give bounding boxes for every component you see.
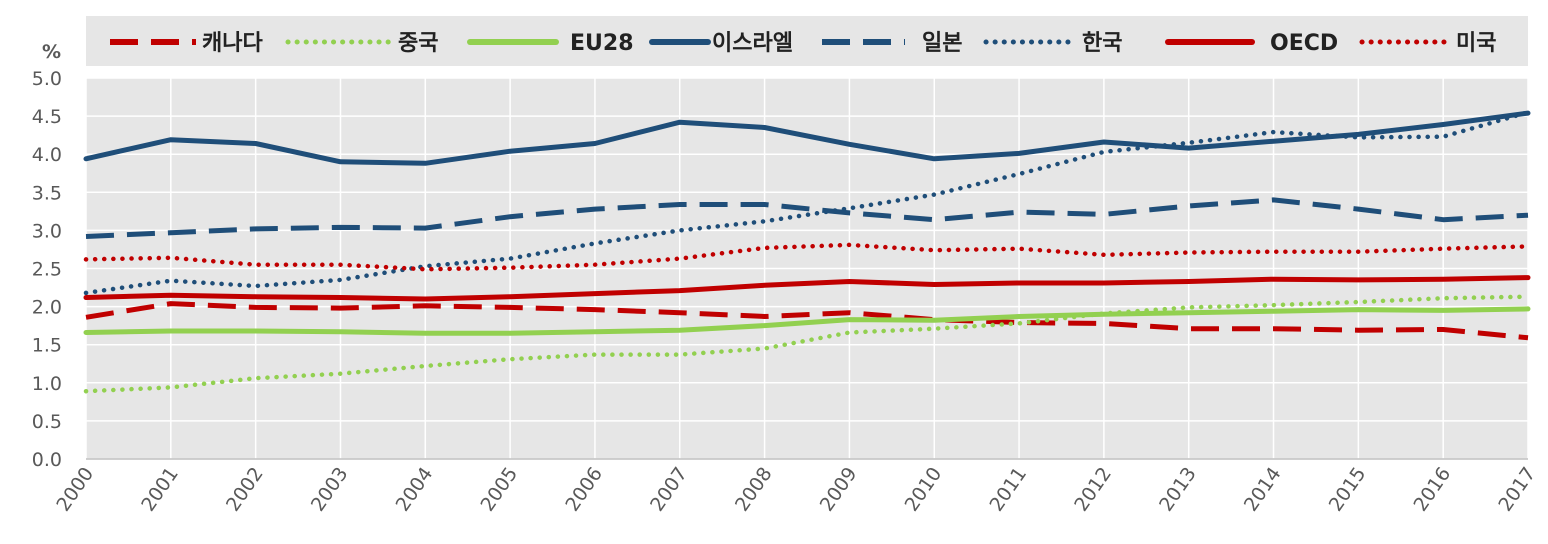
x-tick-label: 2008 [731, 463, 777, 515]
x-tick-label: 2011 [985, 463, 1031, 515]
y-tick-label: 3.5 [32, 182, 62, 204]
series-lines [83, 110, 1531, 394]
series-line [85, 197, 1529, 239]
x-tick-label: 2006 [561, 463, 607, 515]
y-tick-label: 4.0 [32, 144, 62, 166]
legend: 캐나다 중국 EU28 이스라엘 일본 한국 OECD 미국 [110, 31, 1496, 56]
x-tick-label: 2000 [52, 463, 98, 515]
y-tick-label: 2.0 [32, 297, 62, 319]
legend-label: 이스라엘 [712, 31, 793, 56]
y-unit-label: % [42, 41, 61, 63]
y-tick-label: 0.0 [32, 449, 62, 471]
y-tick-label: 1.5 [32, 335, 62, 357]
x-tick-label: 2002 [222, 463, 268, 515]
grid-lines [85, 77, 1529, 460]
x-tick-label: 2004 [392, 463, 438, 515]
y-tick-label: 4.5 [32, 106, 62, 128]
x-tick-label: 2016 [1410, 463, 1456, 515]
x-tick-label: 2014 [1240, 463, 1286, 515]
y-tick-label: 3.0 [32, 220, 62, 242]
x-tick-label: 2013 [1155, 463, 1201, 515]
series-line [83, 306, 1531, 336]
x-tick-label: 2017 [1494, 463, 1540, 515]
legend-label: 중국 [398, 31, 438, 56]
legend-label: 캐나다 [202, 31, 263, 56]
legend-label: 미국 [1456, 31, 1496, 56]
legend-label: OECD [1270, 31, 1338, 56]
x-tick-label: 2007 [646, 463, 692, 515]
series-line [83, 110, 1531, 296]
y-tick-label: 5.0 [32, 68, 62, 90]
x-tick-label: 2003 [307, 463, 353, 515]
x-axis-ticks: 2000 2001 2002 2003 2004 2005 2006 2007 2008 2009… [52, 463, 1540, 515]
series-line [85, 301, 1529, 341]
y-tick-label: 2.5 [32, 259, 62, 281]
y-tick-label: 0.5 [32, 411, 62, 433]
x-tick-label: 2005 [476, 463, 522, 515]
legend-label: EU28 [570, 31, 634, 56]
series-line [83, 242, 1531, 272]
x-tick-label: 2010 [901, 463, 947, 515]
series-line [83, 275, 1531, 302]
legend-label: 한국 [1082, 31, 1122, 56]
x-tick-label: 2001 [137, 463, 183, 515]
x-tick-label: 2012 [1070, 463, 1116, 515]
y-axis-ticks: 0.0 0.5 1.0 1.5 2.0 2.5 3.0 3.5 4.0 4.5 5.0 [32, 68, 62, 471]
series-line [83, 110, 1531, 166]
y-tick-label: 1.0 [32, 373, 62, 395]
legend-label: 일본 [922, 31, 962, 56]
x-tick-label: 2015 [1325, 463, 1371, 515]
x-tick-label: 2009 [816, 463, 862, 515]
